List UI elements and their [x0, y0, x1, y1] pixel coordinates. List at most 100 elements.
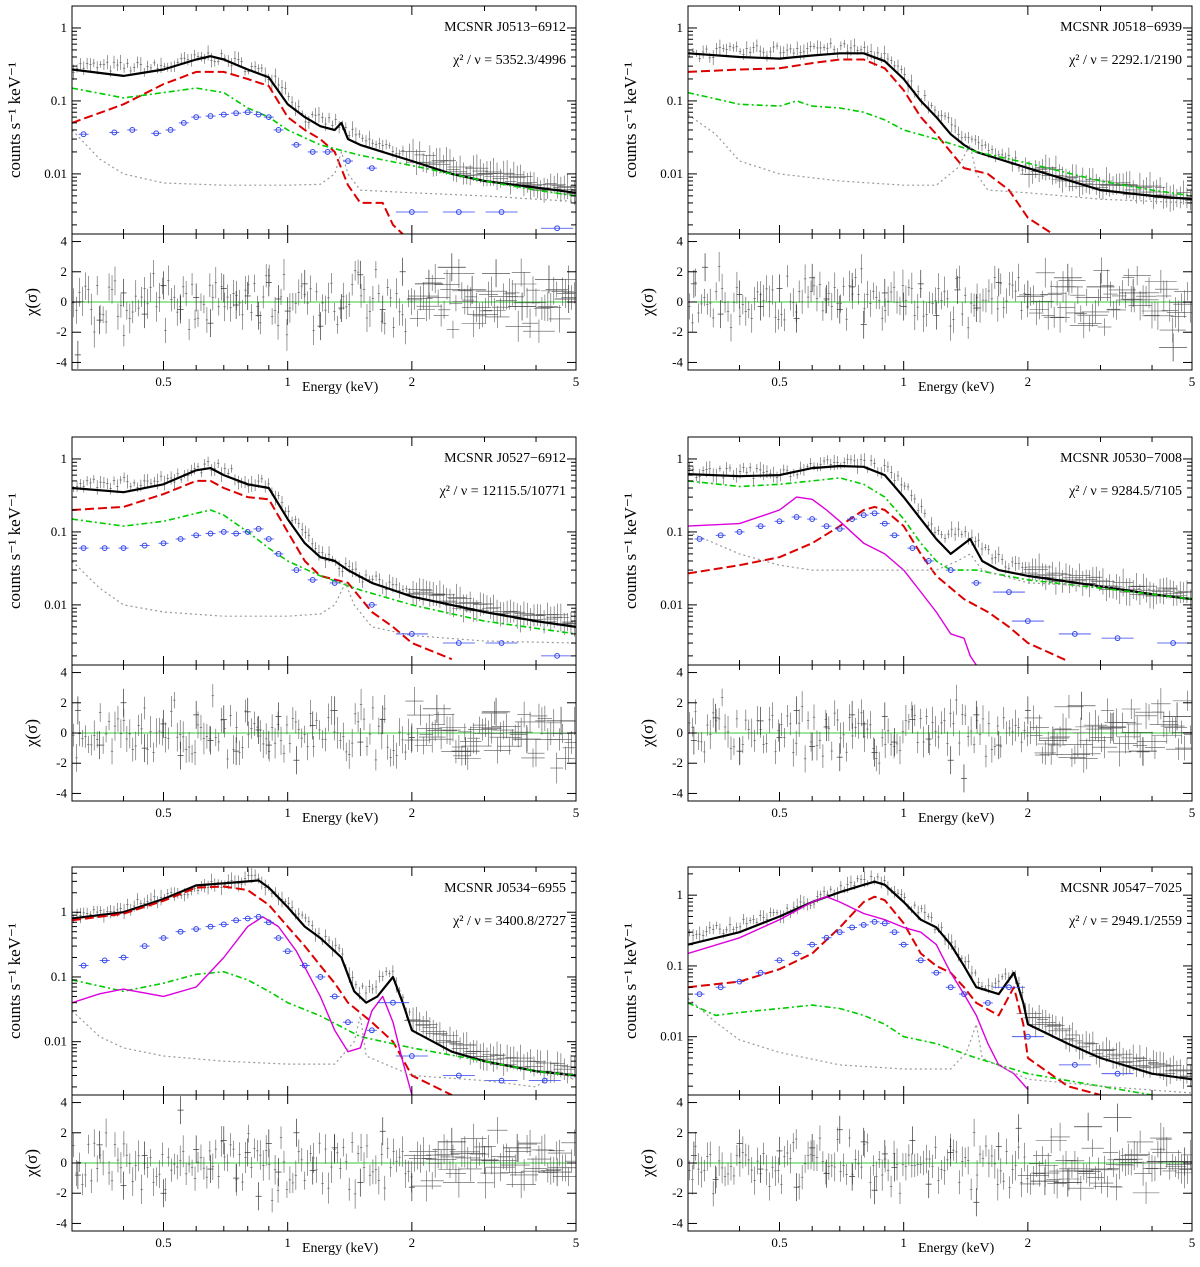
resid-tick-label: 4: [61, 665, 68, 680]
model-series-4: [688, 496, 977, 665]
blue-point: [324, 149, 331, 155]
spectrum-panel-4: 0.01 0.1 1 MCSNR J0530−7008 χ² / ν = 9284.5/…: [621, 436, 1196, 826]
model-series-5: [72, 1010, 576, 1088]
fit-statistic: χ² / ν = 2949.1/2559: [1068, 914, 1182, 929]
spectrum-panel-5: 0.01 0.1 1 MCSNR J0534−6955 χ² / ν = 3400.8/…: [5, 866, 580, 1256]
resid-tick-label: -4: [672, 785, 683, 800]
blue-point: [255, 913, 262, 920]
y-tick-label: 1: [677, 451, 684, 466]
blue-point: [101, 957, 108, 964]
blue-point: [120, 954, 127, 961]
blue-point: [177, 928, 184, 935]
blue-point: [498, 640, 505, 646]
residual-points: [72, 684, 576, 784]
resid-tick-label: 0: [677, 725, 684, 740]
blue-point: [309, 149, 316, 155]
blue-point: [836, 929, 843, 936]
blue-point: [823, 523, 830, 530]
blue-point: [554, 225, 561, 232]
x-tick-label: 1: [284, 374, 291, 389]
model-series-3: [688, 1002, 1153, 1095]
y-tick-label: 1: [61, 20, 68, 35]
x-tick-label: 0.5: [155, 805, 171, 820]
y-tick-label: 0.1: [667, 93, 683, 108]
blue-point: [696, 991, 703, 997]
blue-point: [284, 948, 291, 955]
blue-point: [1006, 589, 1012, 595]
blue-point: [141, 943, 148, 949]
model-series-1: [72, 467, 576, 628]
x-tick-label: 5: [573, 805, 580, 820]
x-tick-label: 2: [1025, 805, 1032, 820]
blue-point: [455, 209, 462, 215]
resid-tick-label: -4: [672, 354, 683, 369]
blue-point: [167, 127, 174, 133]
resid-tick-label: -2: [56, 1185, 67, 1200]
blue-point: [809, 941, 816, 948]
blue-point: [1024, 618, 1031, 624]
x-tick-label: 2: [409, 374, 416, 389]
blue-point: [823, 934, 830, 941]
blue-point: [961, 991, 967, 997]
blue-point: [881, 520, 888, 527]
blue-point: [244, 529, 251, 535]
blue-point: [871, 918, 878, 925]
y-tick-label: 1: [677, 887, 684, 902]
blue-point: [933, 969, 940, 976]
spectrum-panel-3: 0.01 0.1 1 MCSNR J0527−6912 χ² / ν = 12115.5…: [5, 436, 580, 826]
blue-point: [275, 935, 282, 941]
blue-point: [717, 984, 724, 991]
blue-point: [793, 514, 800, 520]
y-tick-label: 1: [677, 20, 684, 35]
model-series-1: [688, 464, 1192, 601]
blue-point: [860, 512, 867, 519]
resid-tick-label: -2: [672, 755, 683, 770]
resid-tick-label: -4: [56, 785, 67, 800]
blue-point: [881, 920, 888, 927]
blue-point: [220, 921, 227, 928]
x-tick-label: 5: [573, 1235, 580, 1250]
blue-point: [849, 924, 856, 931]
model-series-2: [72, 885, 453, 1095]
x-tick-label: 2: [409, 1235, 416, 1250]
fit-statistic: χ² / ν = 3400.8/2727: [452, 914, 566, 929]
blue-point: [368, 1027, 375, 1034]
resid-tick-label: 4: [677, 234, 684, 249]
blue-point: [309, 577, 316, 583]
data-points: [72, 868, 576, 1084]
x-axis-label: Energy (keV): [918, 380, 995, 395]
blue-point: [836, 526, 843, 532]
panel-title: MCSNR J0513−6912: [444, 20, 566, 35]
model-series-4: [72, 916, 413, 1095]
residual-points: [688, 684, 1192, 793]
blue-point: [177, 536, 184, 542]
panel-title: MCSNR J0530−7008: [1060, 451, 1182, 466]
spectrum-axes: [71, 5, 577, 235]
blue-point: [129, 127, 136, 133]
blue-point: [455, 1072, 462, 1079]
y-axis-label: counts s⁻¹ keV⁻¹: [5, 493, 24, 609]
y-tick-label: 0.01: [44, 166, 67, 181]
blue-point: [80, 131, 87, 138]
blue-point: [368, 601, 375, 608]
x-tick-label: 5: [1189, 805, 1196, 820]
blue-point: [860, 921, 867, 928]
y-tick-label: 0.01: [660, 166, 683, 181]
blue-point: [891, 929, 898, 936]
blue-point: [141, 542, 148, 549]
blue-point: [233, 530, 240, 537]
blue-point: [736, 529, 743, 535]
model-series-5: [688, 997, 1192, 1094]
blue-point: [1006, 984, 1012, 991]
fit-statistic: χ² / ν = 9284.5/7105: [1068, 484, 1182, 499]
blue-point: [293, 567, 300, 573]
resid-tick-label: 2: [61, 1125, 68, 1140]
blue-point: [696, 536, 703, 542]
blue-point: [925, 558, 932, 564]
blue-point: [554, 652, 561, 659]
y-tick-label: 0.1: [51, 524, 67, 539]
y-tick-label: 0.01: [660, 597, 683, 612]
blue-point: [265, 114, 272, 121]
y-tick-label: 0.01: [44, 597, 67, 612]
